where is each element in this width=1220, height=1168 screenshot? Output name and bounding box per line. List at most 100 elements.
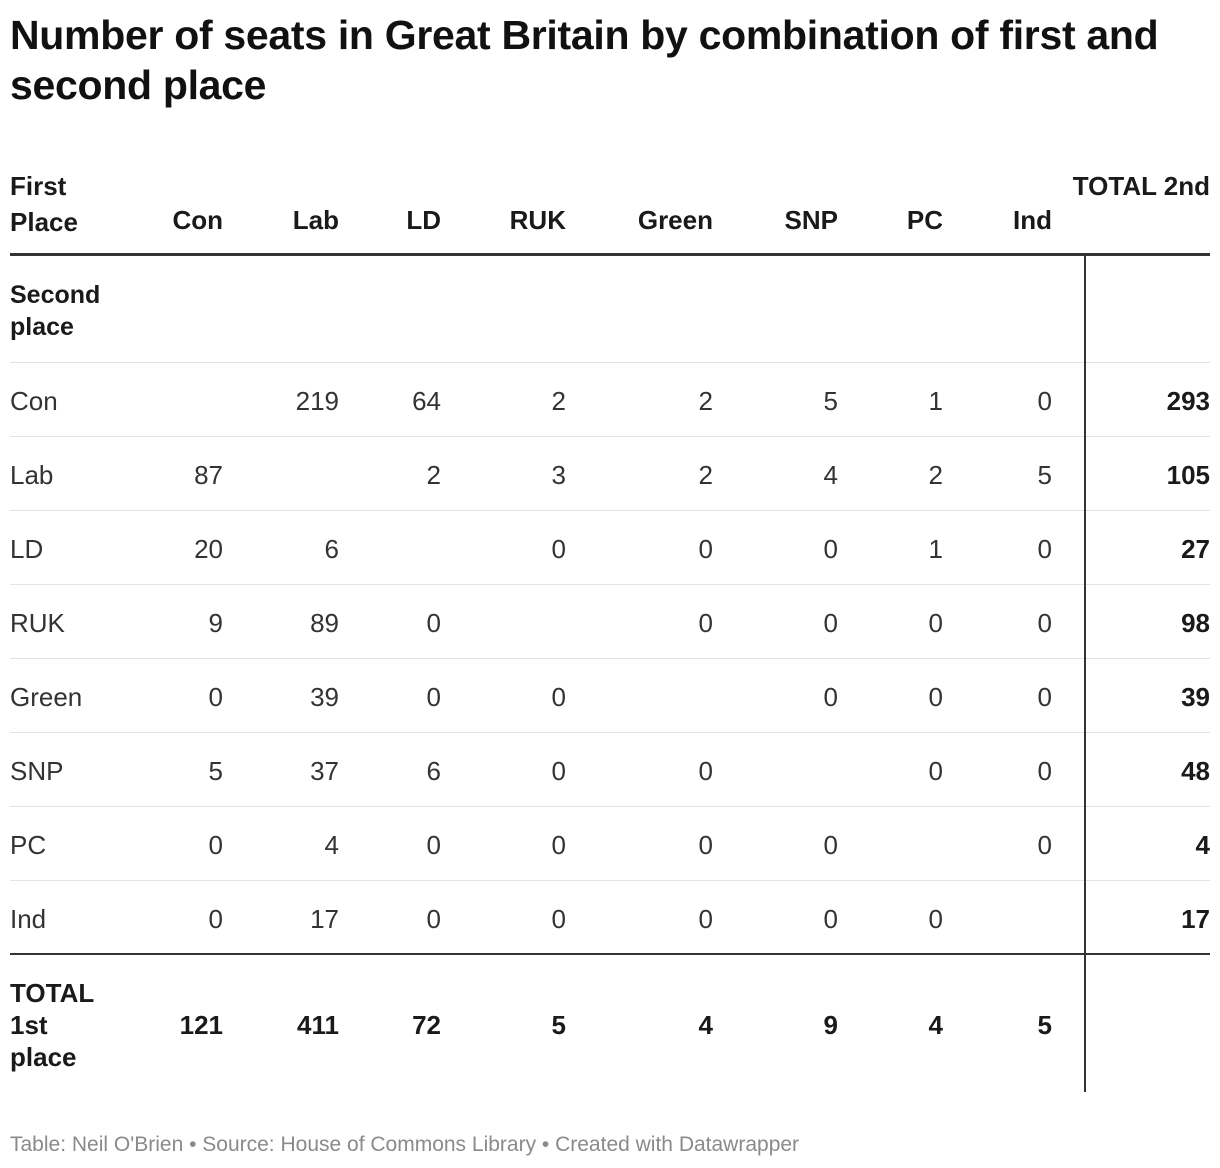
row-total: 4	[1195, 830, 1210, 860]
table-cell: 87	[194, 460, 223, 490]
table-cell: 0	[823, 534, 838, 564]
footer-credit: Table: Neil O'Brien • Source: House of C…	[10, 1133, 800, 1156]
table-cell: 89	[310, 608, 339, 638]
row-total: 293	[1166, 386, 1210, 416]
row-divider	[10, 436, 1210, 437]
table-cell: 39	[310, 682, 339, 712]
table-cell: 0	[551, 756, 566, 786]
table-cell: 0	[208, 682, 223, 712]
table-cell: 17	[310, 904, 339, 934]
table-cell: 4	[324, 830, 339, 860]
table-cell: 0	[698, 534, 713, 564]
table-cell: 37	[310, 756, 339, 786]
total-column-divider	[1084, 256, 1086, 1092]
column-total: 5	[1037, 1010, 1052, 1040]
column-header-pc: PC	[906, 205, 943, 235]
row-label-pc: PC	[10, 830, 47, 860]
seats-table: First Place Con Lab LD RUK Green SNP PC Ind TOTAL…	[10, 0, 1210, 1168]
table-cell: 1	[928, 534, 943, 564]
table-cell: 0	[551, 830, 566, 860]
column-total: 5	[551, 1010, 566, 1040]
table-cell: 0	[1037, 386, 1052, 416]
column-header-total-2nd: TOTAL 2nd	[1072, 171, 1210, 201]
row-divider	[10, 510, 1210, 511]
table-cell: 2	[698, 460, 713, 490]
table-cell: 2	[928, 460, 943, 490]
second-place-label: Second place	[10, 281, 101, 341]
row-divider	[10, 362, 1210, 363]
table-cell: 0	[426, 904, 441, 934]
column-header-ld: LD	[406, 205, 441, 235]
header-rule	[10, 253, 1210, 256]
row-label-con: Con	[10, 386, 58, 416]
table-cell: 6	[324, 534, 339, 564]
table-cell: 5	[1037, 460, 1052, 490]
column-total: 72	[412, 1010, 441, 1040]
table-cell: 0	[1037, 830, 1052, 860]
table-cell: 0	[551, 534, 566, 564]
table-cell: 0	[426, 608, 441, 638]
row-total: 105	[1166, 460, 1210, 490]
table-cell: 5	[208, 756, 223, 786]
row-label-snp: SNP	[10, 756, 64, 786]
column-header-snp: SNP	[784, 205, 838, 235]
table-cell: 0	[928, 682, 943, 712]
table-cell: 219	[295, 386, 339, 416]
row-divider	[10, 584, 1210, 585]
table-cell: 5	[823, 386, 838, 416]
table-cell: 0	[551, 904, 566, 934]
row-divider	[10, 732, 1210, 733]
column-total: 9	[823, 1010, 838, 1040]
column-header-ruk: RUK	[509, 205, 566, 235]
row-divider	[10, 658, 1210, 659]
column-header-con: Con	[172, 205, 223, 235]
row-label-ld: LD	[10, 534, 44, 564]
table-cell: 0	[1037, 534, 1052, 564]
row-divider	[10, 806, 1210, 807]
table-cell: 0	[823, 830, 838, 860]
row-total: 98	[1181, 608, 1210, 638]
table-cell: 0	[698, 608, 713, 638]
table-cell: 0	[426, 682, 441, 712]
corner-header: First Place	[10, 171, 78, 237]
column-total: 4	[698, 1010, 713, 1040]
row-label-lab: Lab	[10, 460, 54, 490]
total-1st-place-label: TOTAL 1st place	[10, 978, 94, 1072]
row-total: 48	[1181, 756, 1210, 786]
table-cell: 20	[194, 534, 223, 564]
row-total: 39	[1181, 682, 1210, 712]
row-total: 17	[1181, 904, 1210, 934]
row-divider	[10, 880, 1210, 881]
table-cell: 0	[1037, 682, 1052, 712]
column-header-green: Green	[637, 205, 713, 235]
table-cell: 6	[426, 756, 441, 786]
column-total: 4	[928, 1010, 943, 1040]
table-cell: 0	[823, 682, 838, 712]
table-cell: 2	[426, 460, 441, 490]
table-cell: 0	[928, 608, 943, 638]
row-label-ind: Ind	[10, 904, 47, 934]
table-cell: 1	[928, 386, 943, 416]
column-header-lab: Lab	[292, 205, 339, 235]
table-cell: 3	[551, 460, 566, 490]
totals-rule	[10, 953, 1210, 955]
table-cell: 64	[412, 386, 441, 416]
table-cell: 0	[551, 682, 566, 712]
table-cell: 9	[208, 608, 223, 638]
chart-title: Number of seats in Great Britain by comb…	[10, 12, 1159, 108]
table-cell: 0	[823, 608, 838, 638]
row-label-ruk: RUK	[10, 608, 65, 638]
table-cell: 2	[698, 386, 713, 416]
table-cell: 0	[208, 830, 223, 860]
table-cell: 0	[698, 830, 713, 860]
row-label-green: Green	[10, 682, 83, 712]
table-cell: 2	[551, 386, 566, 416]
row-total: 27	[1181, 534, 1210, 564]
table-cell: 0	[928, 904, 943, 934]
column-total: 121	[179, 1010, 223, 1040]
table-cell: 0	[698, 756, 713, 786]
table-cell: 0	[208, 904, 223, 934]
column-header-ind: Ind	[1013, 205, 1052, 235]
table-cell: 0	[698, 904, 713, 934]
table-cell: 0	[1037, 756, 1052, 786]
